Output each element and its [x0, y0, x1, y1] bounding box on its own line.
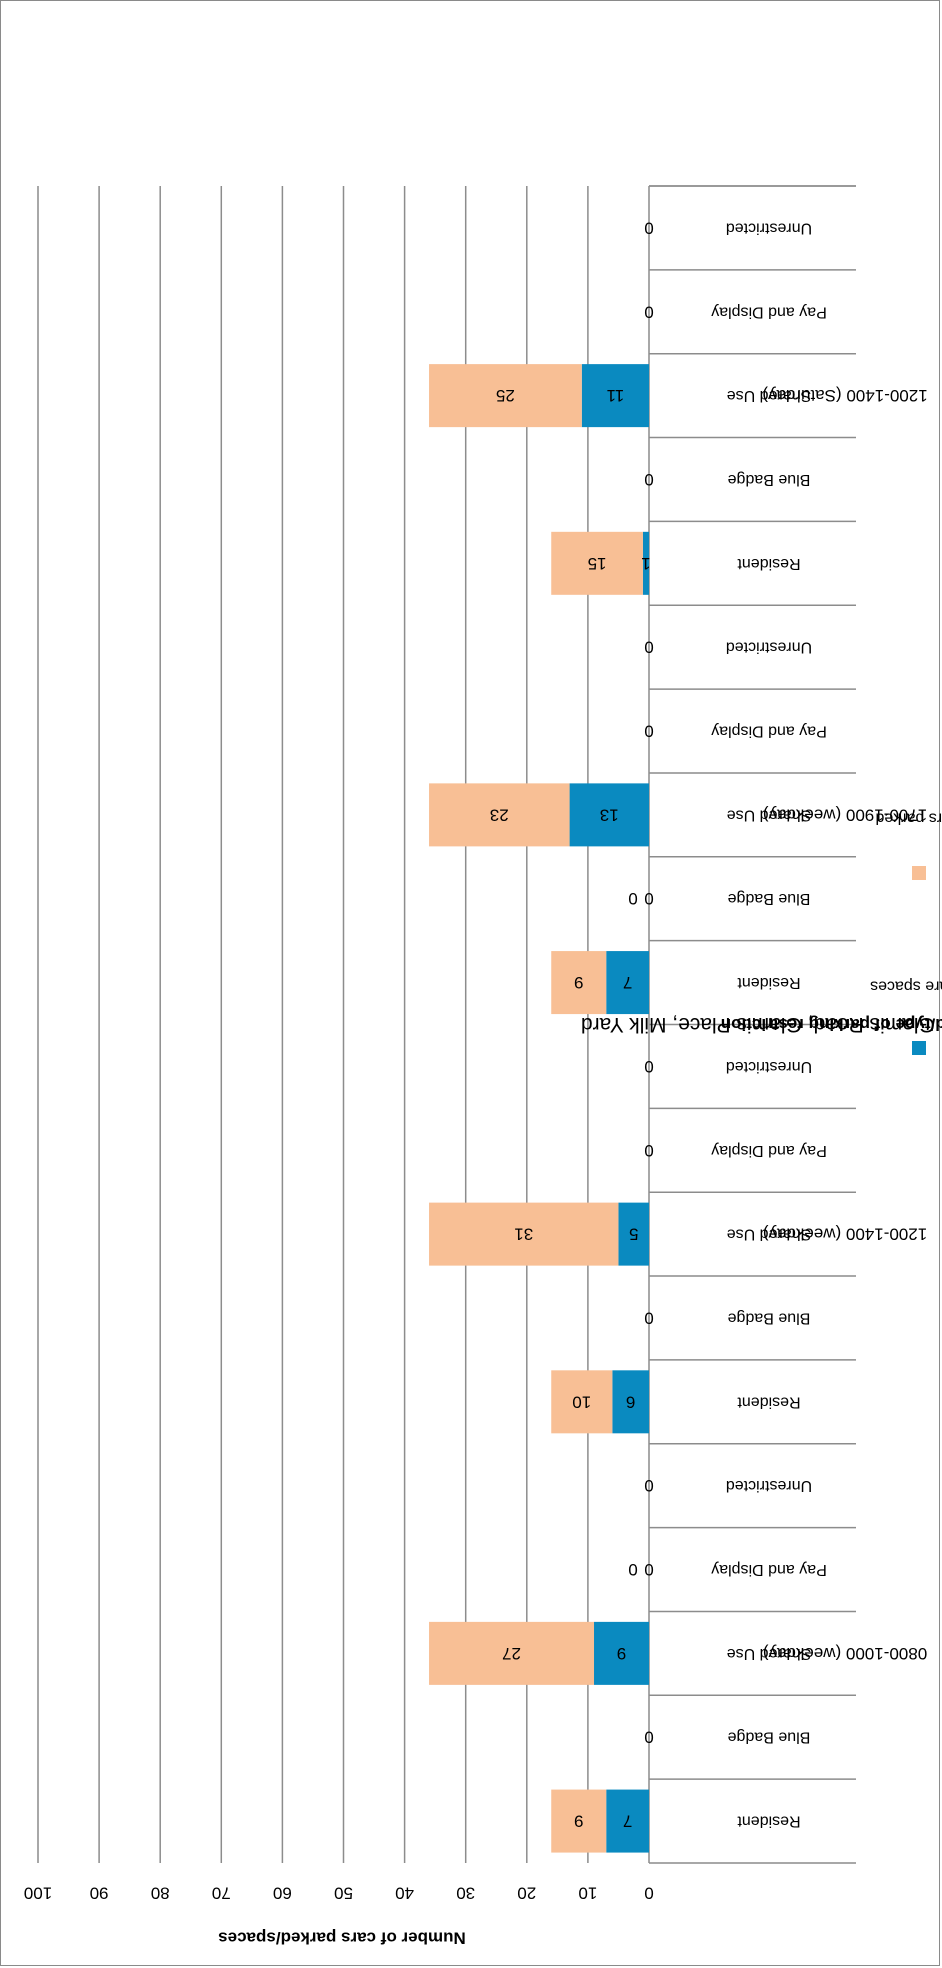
legend-swatch-cars	[912, 866, 926, 880]
data-label-cars: 15	[588, 554, 607, 573]
category-label: Unrestricted	[726, 1477, 812, 1494]
bar-spare-spaces	[594, 1621, 649, 1685]
bar-spare-spaces	[642, 531, 649, 595]
y-tick-label: 80	[151, 1884, 170, 1903]
y-tick-label: 100	[24, 1884, 52, 1903]
bar-spare-spaces	[606, 951, 649, 1015]
data-label-spare: 0	[644, 1057, 653, 1076]
bar-cars-parked	[551, 1370, 613, 1434]
y-tick-label: 60	[273, 1884, 292, 1903]
bar-cars-parked	[551, 951, 607, 1015]
data-label-spare: 13	[600, 805, 619, 824]
group-label: 0800-1000 (weekday)	[763, 1644, 927, 1663]
y-tick-label: 20	[517, 1884, 536, 1903]
bar-spare-spaces	[606, 1789, 649, 1853]
data-label-spare: 0	[644, 889, 653, 908]
bar-cars-parked	[429, 364, 582, 428]
legend-swatch-spare	[912, 1041, 926, 1055]
data-label-spare: 0	[644, 1141, 653, 1160]
data-label-spare: 0	[644, 1560, 653, 1579]
x-axis-title: Time period/type of parking restriction	[721, 1015, 942, 1034]
category-label: Pay and Display	[711, 303, 827, 320]
category-label: Shared Use	[727, 387, 812, 404]
group-label: 1200-1400 (weekday)	[763, 1225, 927, 1244]
bar-cars-parked	[429, 1202, 619, 1266]
data-label-spare: 7	[623, 973, 632, 992]
y-tick-label: 50	[334, 1884, 353, 1903]
y-tick-label: 90	[90, 1884, 109, 1903]
y-tick-label: 0	[644, 1884, 653, 1903]
plot-area	[37, 185, 856, 1864]
data-label-spare: 0	[644, 218, 653, 237]
category-label: Unrestricted	[726, 639, 812, 656]
category-label: Shared Use	[727, 1645, 812, 1662]
data-label-cars: 27	[502, 1644, 521, 1663]
category-label: Blue Badge	[728, 1309, 811, 1326]
data-label-cars: 25	[496, 386, 515, 405]
bar-cars-parked	[551, 1789, 607, 1853]
data-label-spare: 7	[623, 1812, 632, 1831]
category-label: Blue Badge	[728, 1729, 811, 1746]
data-label-spare: 0	[644, 1476, 653, 1495]
y-axis-title: Number of cars parked/spaces	[218, 1929, 466, 1948]
data-label-spare: 0	[644, 1308, 653, 1327]
data-label-spare: 0	[644, 1728, 653, 1747]
category-label: Resident	[737, 555, 801, 572]
group-label: 1200-1400 (Saturday)	[762, 386, 927, 405]
data-label-spare: 9	[617, 1644, 626, 1663]
data-label-cars: 31	[514, 1225, 533, 1244]
bar-spare-spaces	[612, 1370, 649, 1434]
bar-cars-parked	[429, 1621, 595, 1685]
y-tick-label: 10	[578, 1884, 597, 1903]
category-label: Shared Use	[727, 1226, 812, 1243]
data-label-cars: 0	[628, 889, 637, 908]
legend-label-cars: Cars parked	[875, 810, 942, 827]
data-label-spare: 0	[644, 722, 653, 741]
bar-spare-spaces	[569, 783, 649, 847]
data-label-spare: 5	[629, 1225, 638, 1244]
legend-label-spare: Spare spaces	[870, 978, 942, 995]
category-label: Pay and Display	[711, 1561, 827, 1578]
data-label-spare: 11	[607, 386, 625, 405]
y-tick-label: 30	[456, 1884, 475, 1903]
bar-spare-spaces	[581, 364, 649, 428]
bar-cars-parked	[429, 783, 570, 847]
data-label-cars: 9	[574, 1812, 583, 1831]
y-tick-label: 70	[212, 1884, 231, 1903]
category-label: Resident	[737, 974, 801, 991]
category-label: Shared Use	[727, 806, 812, 823]
category-label: Pay and Display	[711, 1142, 827, 1159]
data-label-cars: 9	[574, 973, 583, 992]
data-label-cars: 10	[572, 1392, 591, 1411]
category-label: Pay and Display	[711, 723, 827, 740]
data-label-spare: 0	[644, 638, 653, 657]
category-label: Unrestricted	[726, 219, 812, 236]
category-label: Blue Badge	[728, 471, 811, 488]
data-label-spare: 0	[644, 470, 653, 489]
category-label: Resident	[737, 1813, 801, 1830]
data-label-spare: 1	[641, 554, 650, 573]
category-label: Blue Badge	[728, 890, 811, 907]
bar-spare-spaces	[618, 1202, 649, 1266]
category-label: Resident	[737, 1393, 801, 1410]
data-label-cars: 23	[490, 805, 509, 824]
y-tick-label: 40	[395, 1884, 414, 1903]
data-label-spare: 6	[626, 1392, 635, 1411]
category-label: Unrestricted	[726, 1058, 812, 1075]
group-label: 1700-1900 (weekday)	[763, 805, 927, 824]
x-axis-subtitle: Wapping Wall, Monza Street, Glamis Road,…	[581, 1013, 942, 1036]
data-label-spare: 0	[644, 302, 653, 321]
data-label-cars: 0	[628, 1560, 637, 1579]
bar-cars-parked	[551, 531, 643, 595]
